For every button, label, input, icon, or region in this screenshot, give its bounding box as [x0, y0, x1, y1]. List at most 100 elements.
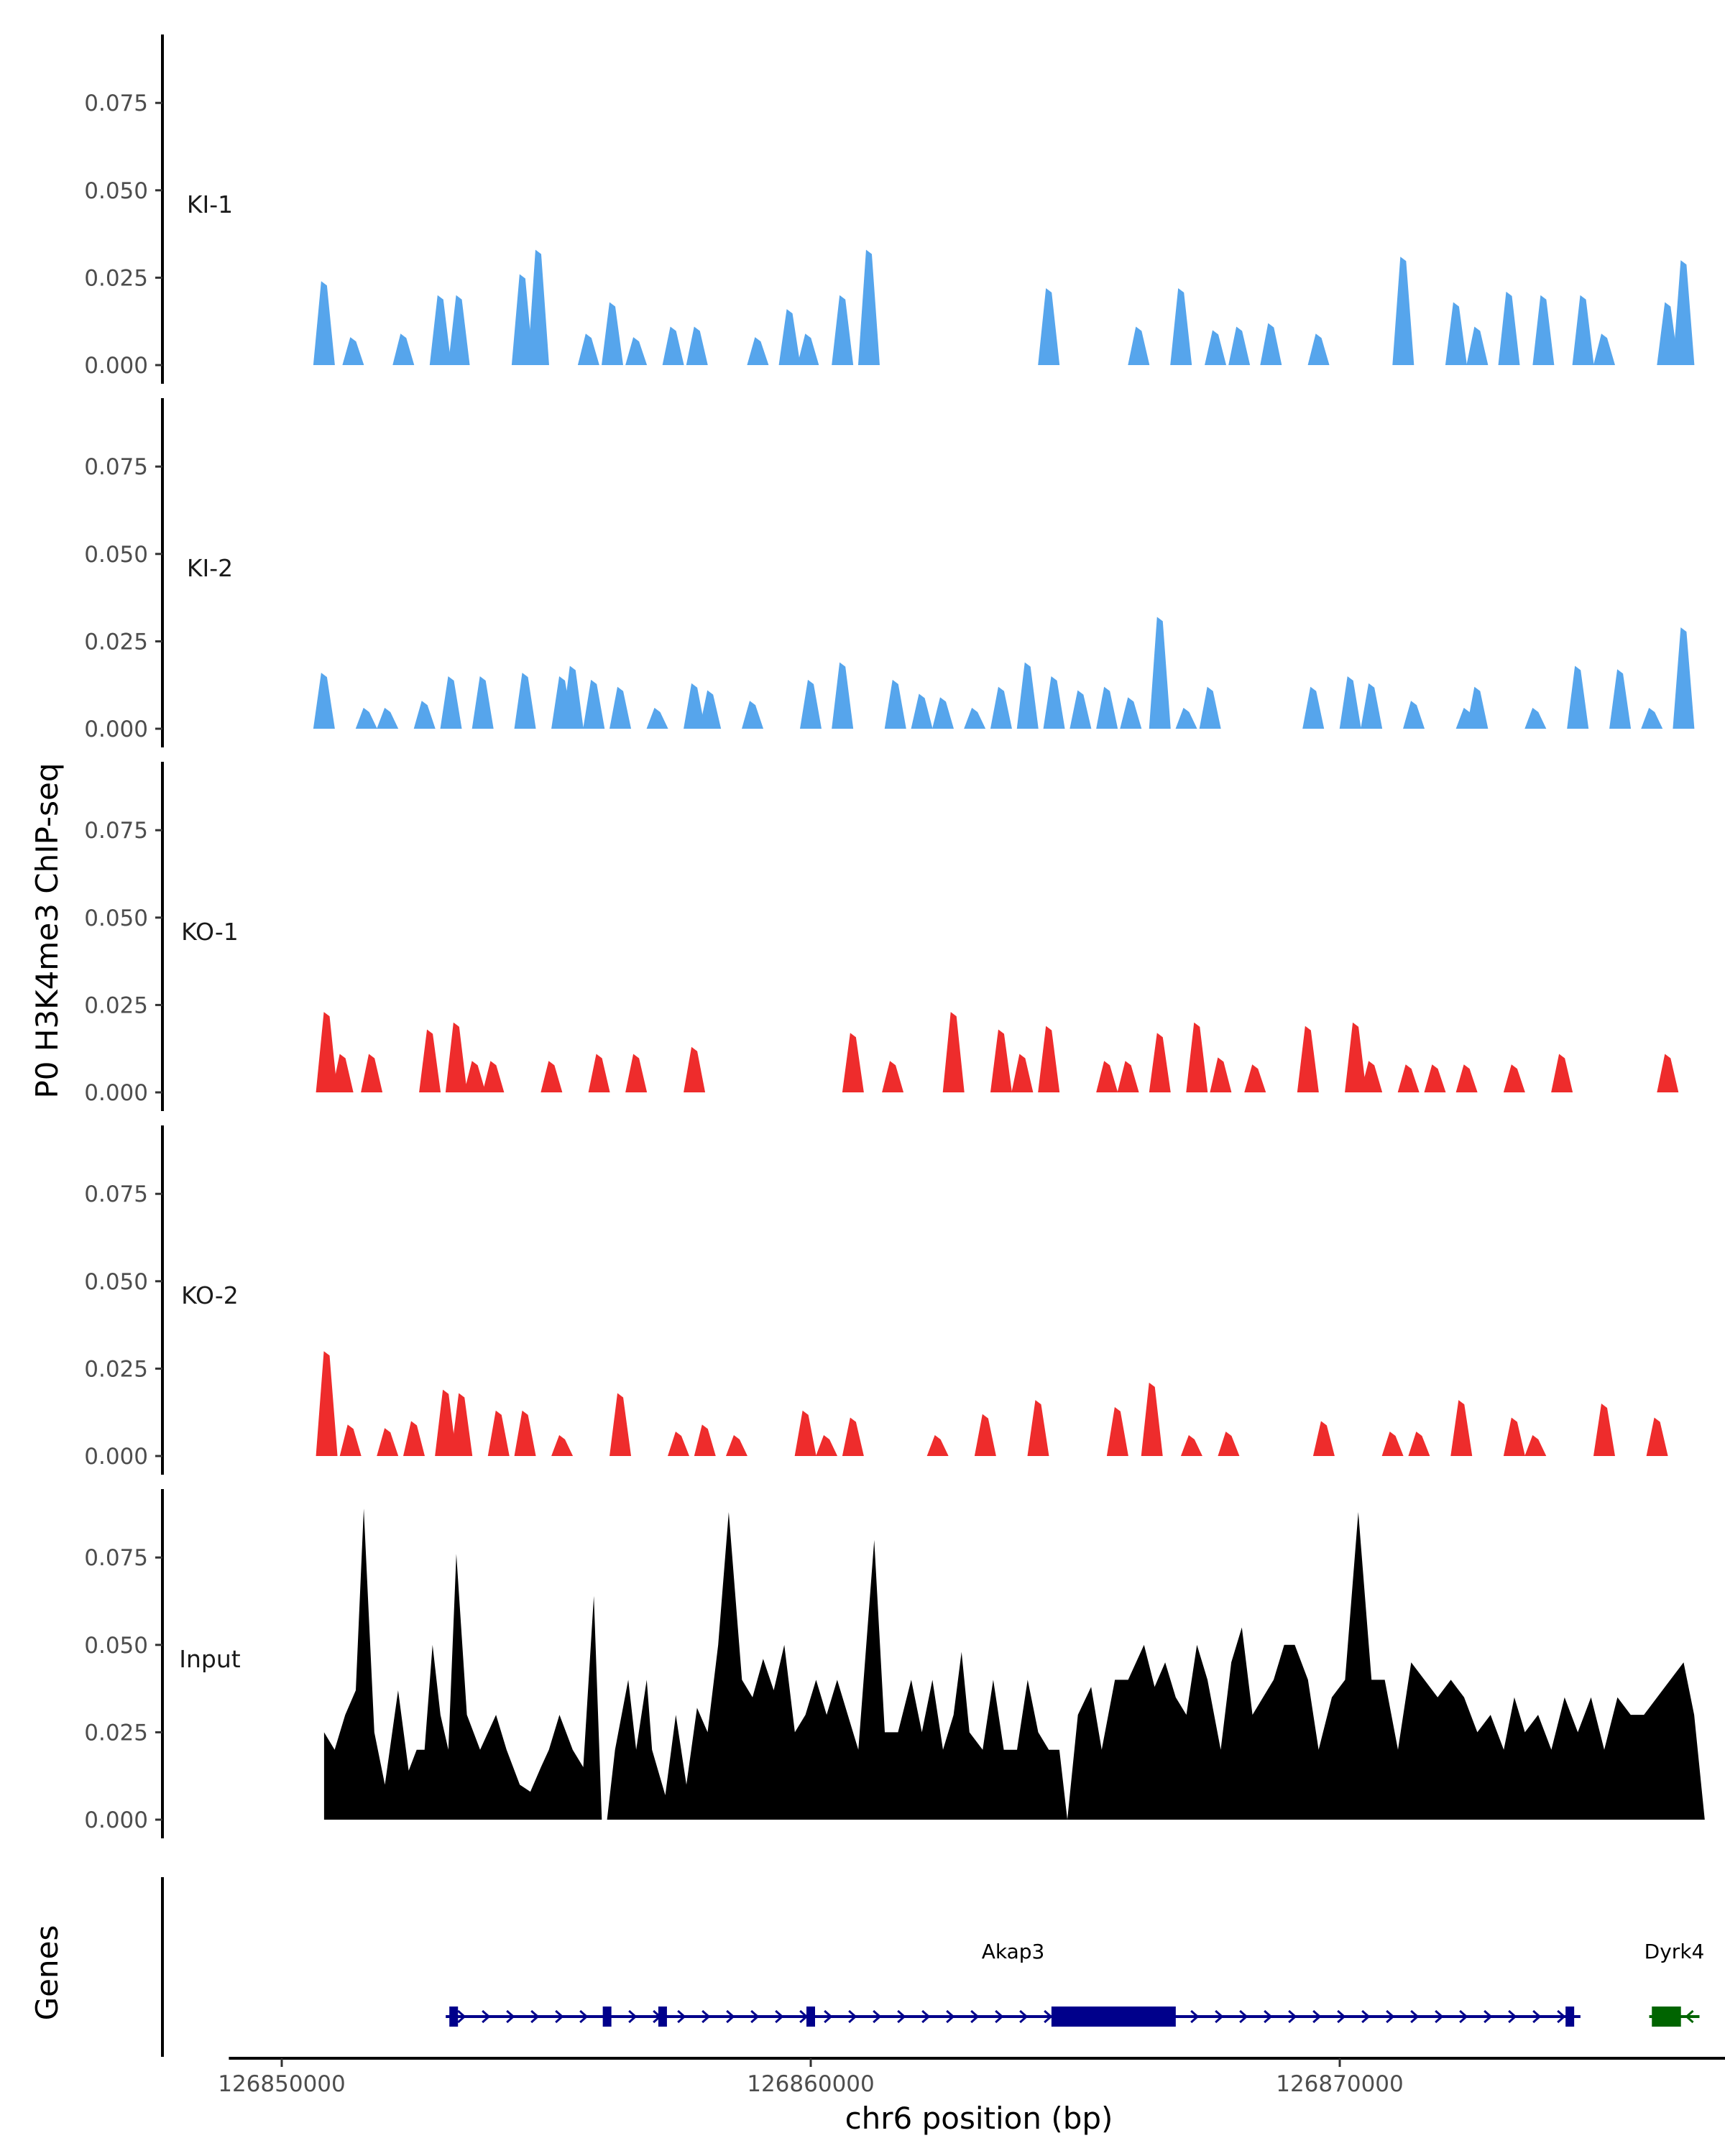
peak: [1027, 1400, 1049, 1456]
x-tick-label: 126850000: [218, 2071, 346, 2097]
track-ki-1: 0.000 0.025 0.050 0.075 KI-1: [84, 34, 1695, 384]
peak: [514, 1410, 536, 1456]
peak: [511, 274, 533, 365]
peak: [339, 1424, 362, 1456]
peak: [842, 1033, 864, 1092]
peak: [464, 1061, 486, 1092]
peak: [602, 302, 623, 365]
peak: [1524, 1434, 1547, 1456]
peak: [1503, 1417, 1525, 1456]
peak: [445, 1022, 467, 1092]
peak: [482, 1061, 505, 1092]
peak: [1381, 1431, 1404, 1456]
genes-panel-title: Genes: [29, 1925, 65, 2021]
peak: [1307, 333, 1330, 365]
track-label: KO-2: [181, 1281, 239, 1309]
peak: [1149, 1033, 1171, 1092]
gene-exon: [806, 2007, 815, 2027]
peak: [435, 1389, 457, 1456]
peak: [1445, 302, 1467, 365]
peak: [1096, 686, 1118, 729]
y-tick-label: 0.050: [84, 906, 148, 931]
peak: [377, 707, 399, 729]
peak: [816, 1434, 838, 1456]
tracks-layer: 0.0000.0250.0500.075KI-10.0000.0250.0500…: [84, 34, 1705, 1838]
strand-chevron: [946, 2009, 955, 2024]
strand-chevron: [726, 2009, 735, 2024]
strand-chevron: [555, 2009, 564, 2024]
peak: [588, 1054, 610, 1092]
peak: [1450, 1400, 1473, 1456]
peak: [625, 1054, 648, 1092]
peak: [1567, 665, 1589, 729]
peak: [974, 1414, 996, 1456]
y-tick-label: 0.050: [84, 1633, 148, 1659]
strand-chevron: [579, 2009, 589, 2024]
peak: [313, 281, 335, 365]
peak: [1673, 627, 1695, 729]
peak: [1424, 1064, 1446, 1092]
strand-chevron: [506, 2009, 515, 2024]
peak: [882, 1061, 904, 1092]
gene-coding-block: [1652, 2007, 1681, 2027]
peak: [1403, 701, 1425, 729]
y-tick-label: 0.025: [84, 629, 148, 655]
strand-chevron: [457, 2009, 466, 2024]
peak: [1657, 1054, 1679, 1092]
peak: [1551, 1054, 1573, 1092]
peak: [1572, 295, 1594, 365]
peak: [487, 1410, 510, 1456]
peak: [794, 1410, 816, 1456]
peak: [448, 295, 470, 365]
peak: [1120, 697, 1142, 729]
peak: [1646, 1417, 1668, 1456]
peak: [1392, 257, 1414, 365]
x-tick-label: 126870000: [1276, 2071, 1404, 2097]
peak: [1593, 1404, 1615, 1456]
strand-chevron: [1484, 2009, 1493, 2024]
y-tick-label: 0.050: [84, 542, 148, 568]
strand-chevron: [530, 2009, 540, 2024]
peak: [684, 1046, 706, 1092]
peak: [1186, 1022, 1208, 1092]
y-tick-label: 0.075: [84, 454, 148, 480]
peak: [403, 1421, 425, 1456]
strand-chevron: [1019, 2009, 1029, 2024]
peak: [1038, 1026, 1060, 1092]
peak: [1397, 1064, 1420, 1092]
peak: [577, 333, 599, 365]
peak: [1011, 1054, 1034, 1092]
y-tick-label: 0.000: [84, 353, 148, 379]
peak: [1199, 686, 1221, 729]
peak: [413, 701, 436, 729]
peak: [527, 249, 549, 365]
gene-dyrk4: Dyrk4: [1644, 1940, 1704, 2027]
track-input: 0.000 0.025 0.050 0.075 Input: [84, 1489, 1705, 1838]
peak: [316, 1351, 338, 1456]
peak: [832, 662, 854, 729]
peak: [392, 333, 415, 365]
strand-chevron: [677, 2009, 686, 2024]
strand-chevron: [1685, 2009, 1694, 2024]
strand-chevron: [1215, 2009, 1224, 2024]
strand-chevron: [1557, 2009, 1566, 2024]
peak: [747, 337, 769, 365]
gene-coding-block: [1051, 2007, 1176, 2027]
peak: [331, 1054, 354, 1092]
strand-chevron: [824, 2009, 833, 2024]
strand-chevron: [1508, 2009, 1517, 2024]
peak: [1593, 333, 1615, 365]
y-tick-label: 0.000: [84, 717, 148, 742]
peak: [990, 686, 1012, 729]
strand-chevron: [1312, 2009, 1322, 2024]
peak: [1641, 707, 1663, 729]
peak: [1302, 686, 1325, 729]
peak: [1609, 669, 1632, 729]
peak: [926, 1434, 949, 1456]
y-tick-label: 0.075: [84, 1181, 148, 1207]
peak: [1673, 260, 1695, 365]
peak: [355, 707, 377, 729]
peak: [429, 295, 451, 365]
peak: [1141, 1382, 1163, 1456]
strand-chevron: [1532, 2009, 1542, 2024]
